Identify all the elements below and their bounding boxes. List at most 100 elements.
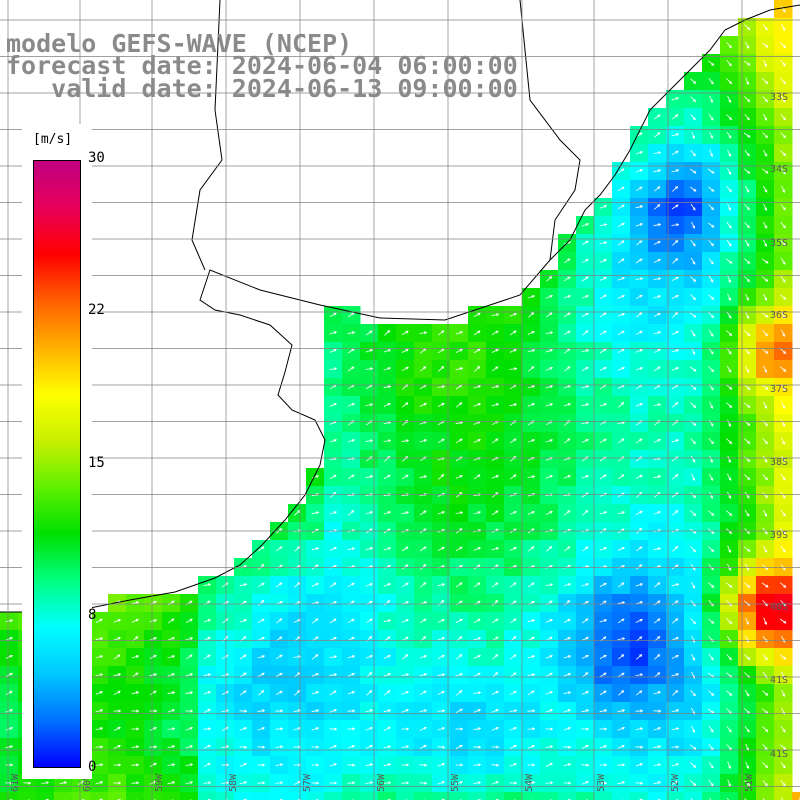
wind-arrow-head — [657, 132, 661, 136]
wind-arrow — [509, 384, 517, 390]
latitude-label: 33S — [770, 92, 788, 103]
wind-arrow — [402, 456, 408, 462]
wind-arrow — [203, 782, 211, 784]
wind-cell — [72, 792, 91, 800]
wind-arrow-head — [189, 691, 194, 695]
wind-arrow — [545, 367, 553, 371]
wind-arrow — [635, 475, 643, 479]
wind-arrow-head — [764, 369, 767, 373]
wind-arrow-head — [316, 763, 320, 767]
wind-arrow-head — [531, 727, 536, 731]
wind-arrow-head — [261, 637, 265, 640]
wind-arrow-head — [746, 567, 750, 571]
wind-arrow — [780, 275, 786, 283]
wind-arrow — [762, 149, 768, 157]
wind-arrow — [779, 654, 787, 660]
wind-arrow-head — [764, 189, 768, 193]
wind-arrow — [708, 725, 714, 733]
wind-arrow — [563, 619, 571, 623]
wind-arrow — [383, 440, 391, 442]
wind-arrow — [545, 782, 553, 784]
wind-arrow — [744, 384, 750, 390]
wind-arrow — [581, 240, 589, 246]
wind-arrow-head — [693, 530, 697, 534]
wind-arrow — [257, 709, 265, 713]
wind-arrow-head — [567, 510, 571, 514]
wind-arrow-head — [423, 510, 427, 514]
wind-arrow-head — [369, 493, 374, 497]
wind-arrow-head — [710, 333, 714, 337]
wind-arrow-head — [459, 565, 464, 568]
wind-arrow — [293, 781, 301, 785]
wind-arrow — [5, 691, 13, 695]
wind-arrow — [491, 403, 499, 407]
wind-arrow-head — [261, 564, 265, 568]
wind-arrow — [401, 349, 409, 353]
wind-arrow-head — [514, 781, 518, 785]
wind-arrow-head — [567, 727, 572, 730]
wind-arrow — [709, 797, 712, 800]
wind-arrow-head — [639, 403, 644, 406]
wind-arrow — [456, 690, 462, 696]
wind-arrow — [726, 347, 732, 355]
wind-arrow — [329, 439, 337, 443]
wind-arrow — [95, 764, 103, 766]
wind-arrow-head — [567, 475, 571, 478]
wind-arrow-head — [675, 439, 680, 443]
wind-arrow — [401, 564, 409, 570]
wind-arrow — [581, 295, 589, 299]
wind-arrow — [365, 763, 373, 767]
wind-arrow-head — [153, 637, 158, 640]
wind-arrow — [402, 654, 408, 660]
wind-arrow — [329, 690, 337, 696]
wind-arrow — [329, 511, 337, 515]
wind-arrow-head — [9, 690, 13, 694]
wind-arrow — [617, 367, 625, 371]
wind-arrow-head — [333, 655, 338, 659]
wind-arrow-head — [477, 600, 481, 604]
wind-arrow — [509, 349, 517, 353]
wind-arrow-head — [603, 259, 607, 262]
wind-arrow-head — [477, 564, 481, 568]
wind-arrow-head — [261, 727, 266, 730]
wind-arrow-head — [495, 582, 499, 586]
wind-arrow-head — [513, 565, 518, 568]
wind-arrow-head — [513, 763, 518, 766]
wind-arrow-head — [459, 475, 463, 478]
wind-arrow — [167, 655, 175, 659]
wind-arrow-head — [639, 474, 643, 478]
wind-arrow-head — [692, 333, 696, 337]
wind-arrow — [762, 726, 768, 732]
wind-arrow — [527, 728, 535, 730]
wind-arrow-head — [782, 225, 786, 229]
wind-arrow-head — [243, 654, 247, 658]
wind-arrow-head — [585, 421, 590, 425]
wind-arrow — [491, 781, 499, 785]
wind-arrow — [564, 348, 570, 354]
wind-arrow — [311, 602, 319, 604]
wind-arrow-head — [764, 495, 768, 499]
wind-arrow — [545, 763, 553, 767]
wind-arrow-head — [675, 204, 679, 208]
wind-arrow-head — [351, 636, 355, 640]
wind-arrow-head — [693, 746, 697, 750]
colorbar — [33, 160, 81, 768]
wind-arrow — [239, 619, 247, 623]
wind-arrow — [527, 295, 535, 299]
wind-arrow-head — [604, 763, 608, 767]
wind-arrow-head — [746, 45, 750, 49]
wind-arrow — [690, 780, 696, 786]
wind-arrow-head — [710, 351, 714, 355]
wind-arrow — [329, 673, 337, 677]
wind-arrow-head — [567, 258, 571, 262]
wind-arrow — [726, 600, 732, 606]
wind-arrow-head — [351, 618, 355, 622]
wind-arrow-head — [747, 62, 751, 66]
wind-arrow — [185, 691, 193, 695]
wind-arrow-head — [171, 618, 175, 622]
wind-arrow — [383, 763, 391, 767]
wind-arrow — [690, 294, 696, 300]
wind-arrow — [419, 546, 427, 552]
wind-arrow — [762, 564, 768, 570]
wind-arrow-head — [675, 709, 680, 713]
